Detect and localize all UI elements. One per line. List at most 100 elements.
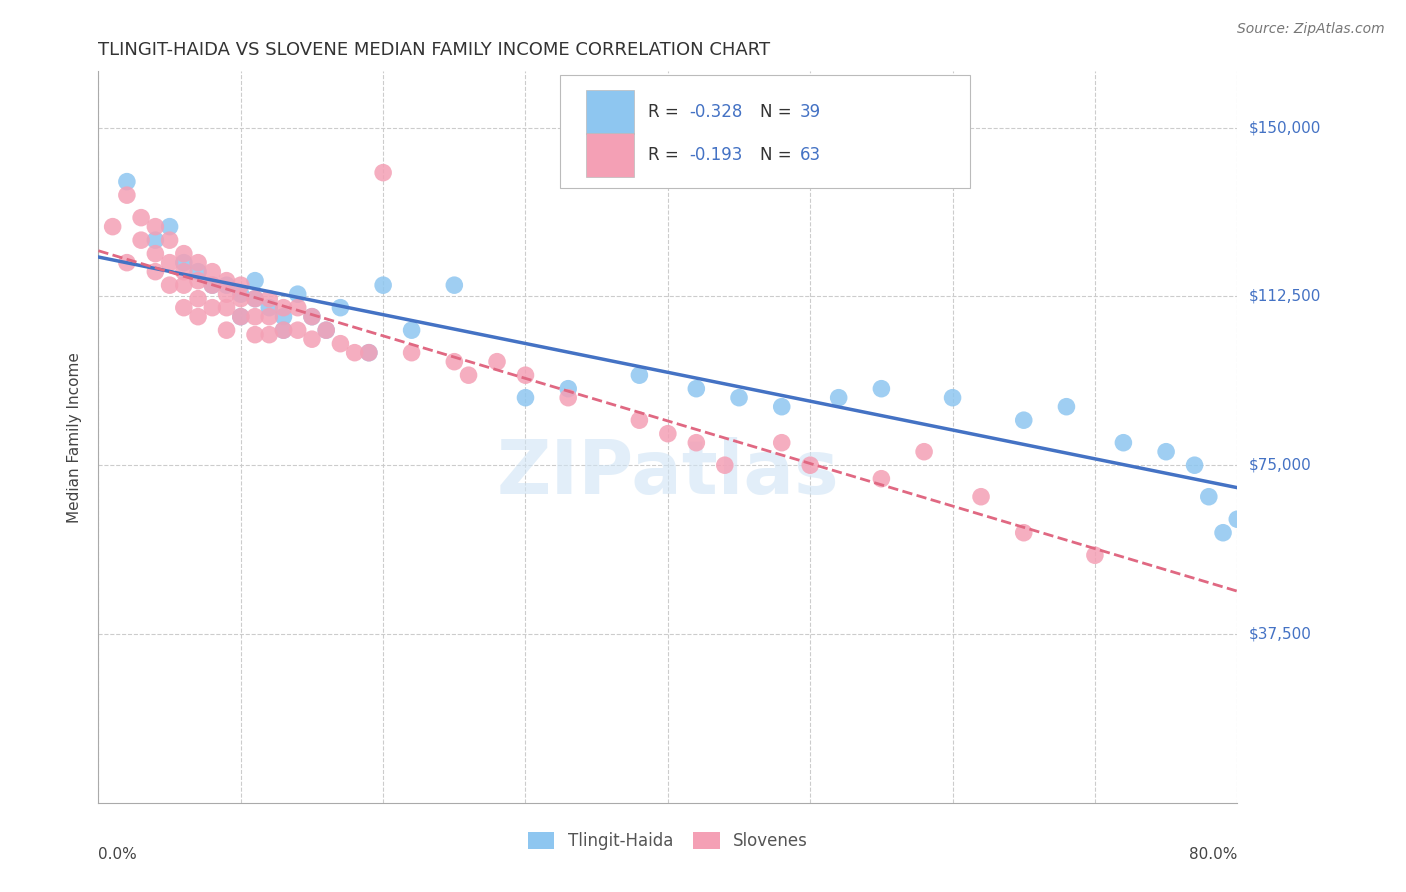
- Point: [912, 444, 935, 458]
- Point: [159, 233, 181, 247]
- Text: 80.0%: 80.0%: [1189, 847, 1237, 862]
- Point: [201, 278, 224, 293]
- Point: [243, 292, 266, 306]
- Text: 39: 39: [800, 103, 821, 121]
- Text: ZIPatlas: ZIPatlas: [496, 437, 839, 510]
- Point: [115, 255, 138, 269]
- Point: [329, 336, 352, 351]
- Point: [229, 278, 252, 293]
- Point: [187, 274, 209, 288]
- Point: [401, 323, 423, 337]
- Point: [557, 382, 579, 396]
- Point: [173, 255, 195, 269]
- Point: [628, 368, 651, 383]
- Point: [357, 345, 380, 359]
- Point: [343, 345, 366, 359]
- Text: R =: R =: [648, 103, 685, 121]
- Y-axis label: Median Family Income: Median Family Income: [67, 351, 83, 523]
- Point: [1084, 548, 1107, 562]
- Point: [201, 278, 224, 293]
- Point: [173, 301, 195, 315]
- Text: N =: N =: [761, 103, 797, 121]
- FancyBboxPatch shape: [586, 134, 634, 178]
- Point: [243, 274, 266, 288]
- Point: [515, 368, 537, 383]
- Point: [273, 323, 295, 337]
- Point: [1226, 512, 1249, 526]
- Point: [259, 310, 281, 324]
- Point: [187, 265, 209, 279]
- Point: [145, 265, 167, 279]
- Point: [870, 472, 893, 486]
- Point: [159, 255, 181, 269]
- Point: [1056, 400, 1078, 414]
- Point: [301, 310, 323, 324]
- Point: [243, 310, 266, 324]
- Point: [215, 274, 238, 288]
- FancyBboxPatch shape: [586, 90, 634, 134]
- Point: [315, 323, 337, 337]
- Text: TLINGIT-HAIDA VS SLOVENE MEDIAN FAMILY INCOME CORRELATION CHART: TLINGIT-HAIDA VS SLOVENE MEDIAN FAMILY I…: [98, 41, 770, 59]
- Point: [243, 292, 266, 306]
- Point: [215, 323, 238, 337]
- Point: [799, 458, 821, 473]
- Point: [373, 166, 395, 180]
- Text: N =: N =: [761, 146, 797, 164]
- Point: [201, 301, 224, 315]
- Point: [714, 458, 737, 473]
- Text: -0.193: -0.193: [689, 146, 742, 164]
- Point: [201, 265, 224, 279]
- Point: [101, 219, 124, 234]
- Point: [942, 391, 965, 405]
- Point: [457, 368, 479, 383]
- Point: [115, 175, 138, 189]
- Point: [187, 255, 209, 269]
- Point: [229, 292, 252, 306]
- Point: [315, 323, 337, 337]
- Point: [187, 292, 209, 306]
- Legend: Tlingit-Haida, Slovenes: Tlingit-Haida, Slovenes: [522, 825, 814, 856]
- Point: [1112, 435, 1135, 450]
- Point: [273, 323, 295, 337]
- Text: $37,500: $37,500: [1249, 626, 1312, 641]
- Point: [657, 426, 679, 441]
- Point: [259, 292, 281, 306]
- Text: $75,000: $75,000: [1249, 458, 1312, 473]
- Point: [287, 301, 309, 315]
- Point: [1198, 490, 1220, 504]
- Point: [1012, 525, 1035, 540]
- FancyBboxPatch shape: [560, 75, 970, 188]
- Point: [159, 278, 181, 293]
- Point: [215, 287, 238, 301]
- Point: [129, 211, 152, 225]
- Point: [229, 310, 252, 324]
- Point: [443, 278, 465, 293]
- Point: [515, 391, 537, 405]
- Point: [828, 391, 851, 405]
- Point: [259, 327, 281, 342]
- Point: [628, 413, 651, 427]
- Point: [401, 345, 423, 359]
- Text: R =: R =: [648, 146, 685, 164]
- Point: [215, 301, 238, 315]
- Point: [173, 265, 195, 279]
- Point: [770, 435, 793, 450]
- Point: [273, 301, 295, 315]
- Point: [1212, 525, 1234, 540]
- Point: [770, 400, 793, 414]
- Point: [486, 354, 509, 368]
- Text: -0.328: -0.328: [689, 103, 742, 121]
- Point: [301, 310, 323, 324]
- Point: [357, 345, 380, 359]
- Point: [173, 246, 195, 260]
- Point: [145, 246, 167, 260]
- Point: [443, 354, 465, 368]
- Point: [685, 382, 707, 396]
- Point: [229, 310, 252, 324]
- Point: [287, 287, 309, 301]
- Point: [728, 391, 751, 405]
- Point: [187, 310, 209, 324]
- Point: [870, 382, 893, 396]
- Text: Source: ZipAtlas.com: Source: ZipAtlas.com: [1237, 22, 1385, 37]
- Point: [1184, 458, 1206, 473]
